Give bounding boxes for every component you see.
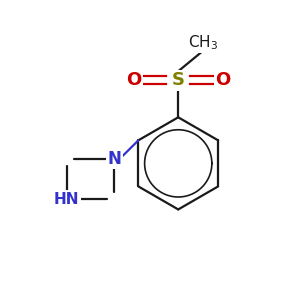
Text: O: O [126, 71, 141, 89]
Text: O: O [215, 71, 230, 89]
Text: HN: HN [54, 191, 80, 206]
Text: CH$_3$: CH$_3$ [188, 34, 219, 52]
Text: S: S [172, 71, 185, 89]
Text: N: N [107, 150, 121, 168]
